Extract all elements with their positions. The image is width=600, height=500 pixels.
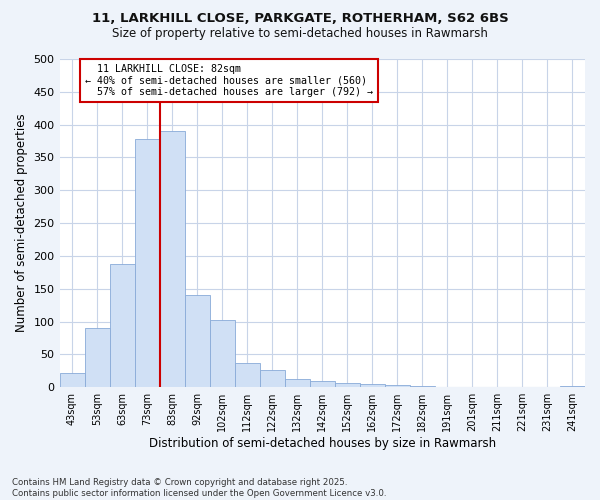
Bar <box>360 384 385 387</box>
Bar <box>260 370 285 387</box>
Bar <box>435 386 460 387</box>
Bar <box>59 373 85 387</box>
Bar <box>310 382 335 387</box>
Bar <box>385 384 410 387</box>
Bar <box>209 320 235 387</box>
Bar <box>485 386 510 387</box>
Bar <box>335 382 360 387</box>
Bar <box>285 380 310 387</box>
Bar <box>535 386 560 387</box>
Bar <box>185 294 209 387</box>
Text: Size of property relative to semi-detached houses in Rawmarsh: Size of property relative to semi-detach… <box>112 28 488 40</box>
Y-axis label: Number of semi-detached properties: Number of semi-detached properties <box>15 114 28 332</box>
Bar <box>85 328 110 387</box>
Text: 11 LARKHILL CLOSE: 82sqm
← 40% of semi-detached houses are smaller (560)
  57% o: 11 LARKHILL CLOSE: 82sqm ← 40% of semi-d… <box>85 64 373 98</box>
Bar <box>110 264 134 387</box>
Bar <box>560 386 585 387</box>
X-axis label: Distribution of semi-detached houses by size in Rawmarsh: Distribution of semi-detached houses by … <box>149 437 496 450</box>
Bar <box>134 139 160 387</box>
Text: 11, LARKHILL CLOSE, PARKGATE, ROTHERHAM, S62 6BS: 11, LARKHILL CLOSE, PARKGATE, ROTHERHAM,… <box>92 12 508 26</box>
Bar <box>235 363 260 387</box>
Bar <box>410 386 435 387</box>
Bar <box>160 131 185 387</box>
Text: Contains HM Land Registry data © Crown copyright and database right 2025.
Contai: Contains HM Land Registry data © Crown c… <box>12 478 386 498</box>
